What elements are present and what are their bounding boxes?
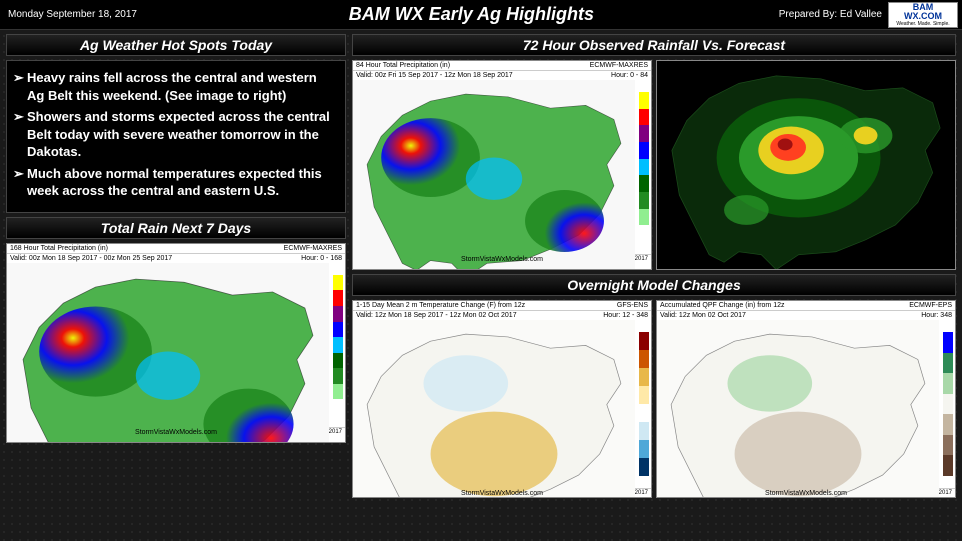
obs-vs-fcst-title: 72 Hour Observed Rainfall Vs. Forecast (352, 34, 956, 56)
map-tempchange: 1-15 Day Mean 2 m Temperature Change (F)… (352, 300, 652, 498)
map-qpfchange: Accumulated QPF Change (in) from 12zECMW… (656, 300, 956, 498)
date-label: Monday September 18, 2017 (0, 9, 170, 20)
bullet-item: Showers and storms expected across the c… (27, 108, 335, 161)
hotspot-bullets: Heavy rains fell across the central and … (6, 60, 346, 213)
hotspots-title: Ag Weather Hot Spots Today (6, 34, 346, 56)
map-radar: 9/18/2017 5:00 AM (656, 60, 956, 270)
bullet-item: Heavy rains fell across the central and … (27, 69, 335, 104)
overnight-title: Overnight Model Changes (352, 274, 956, 296)
map-precip168: 168 Hour Total Precipitation (in) ECMWF-… (6, 243, 346, 443)
bullet-item: Much above normal temperatures expected … (27, 165, 335, 200)
rain7-title: Total Rain Next 7 Days (6, 217, 346, 239)
map-precip84: 84 Hour Total Precipitation (in)ECMWF-MA… (352, 60, 652, 270)
bamwx-logo: BAM WX.COM Weather. Made. Simple. (888, 2, 958, 28)
prepared-by: Prepared By: Ed Vallee (773, 9, 888, 20)
header-bar: Monday September 18, 2017 BAM WX Early A… (0, 0, 962, 30)
page-title: BAM WX Early Ag Highlights (170, 4, 773, 25)
